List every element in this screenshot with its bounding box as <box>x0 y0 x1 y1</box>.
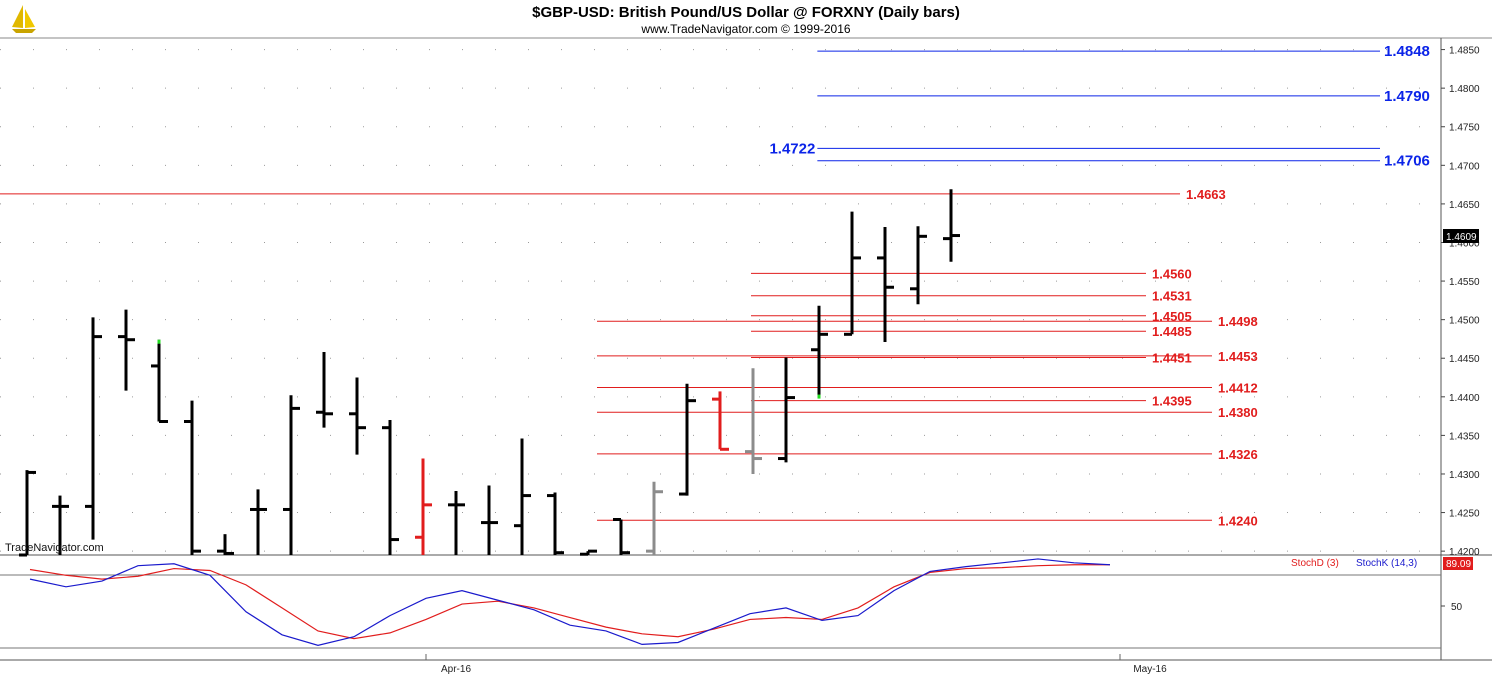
y-tick-label: 1.4300 <box>1449 470 1480 481</box>
price-axis: 1.4850 1.4800 1.4750 1.4700 1.4650 1.4600 1.45… <box>1441 46 1480 558</box>
level-label: 1.4722 <box>769 140 815 157</box>
levels-layer: 1.4848 1.4790 1.4722 1.4706 1.4663 1.4560 1.45… <box>0 43 1430 528</box>
y-tick-label: 1.4750 <box>1449 123 1480 134</box>
level-label: 1.4498 <box>1218 314 1258 329</box>
y-tick-label: 1.4800 <box>1449 84 1480 95</box>
stoch-value-tag <box>1443 557 1473 570</box>
last-price-tag <box>1443 229 1479 243</box>
x-tick-label: Apr-16 <box>441 664 471 675</box>
stoch-series-line <box>29 564 1110 640</box>
watermark: TradeNavigator.com <box>5 542 104 554</box>
header-bar <box>0 0 1492 38</box>
level-label: 1.4706 <box>1384 153 1430 170</box>
y-tick-label: 1.4200 <box>1449 547 1480 558</box>
stochastic-panel: 50 <box>29 558 1463 646</box>
level-label: 1.4395 <box>1152 394 1192 409</box>
y-tick-label: 1.4650 <box>1449 200 1480 211</box>
y-tick-label: 1.4250 <box>1449 509 1480 520</box>
signal-dot <box>817 394 821 399</box>
time-axis: Apr-16 May-16 <box>425 654 1167 675</box>
y-tick-label: 1.4550 <box>1449 277 1480 288</box>
stoch-value-label: 89.09 <box>1446 559 1471 570</box>
y-tick-label: 1.4450 <box>1449 354 1480 365</box>
level-label: 1.4790 <box>1384 88 1430 105</box>
level-label: 1.4240 <box>1218 513 1258 528</box>
stoch-series-line <box>29 558 1111 646</box>
last-price-label: 1.4609 <box>1446 232 1477 243</box>
level-label: 1.4560 <box>1152 266 1192 281</box>
level-label: 1.4848 <box>1384 43 1430 60</box>
level-label: 1.4412 <box>1218 381 1258 396</box>
price-bars <box>19 189 960 557</box>
level-label: 1.4451 <box>1152 350 1192 365</box>
grid-dots <box>0 49 1441 552</box>
y-tick-label: 1.4400 <box>1449 393 1480 404</box>
y-tick-label: 1.4700 <box>1449 161 1480 172</box>
level-label: 1.4485 <box>1152 324 1192 339</box>
y-tick-label: 1.4600 <box>1449 238 1480 249</box>
y-tick-label: 1.4500 <box>1449 316 1480 327</box>
level-label: 1.4663 <box>1186 187 1226 202</box>
chart-subtitle: www.TradeNavigator.com © 1999-2016 <box>640 22 850 36</box>
y-tick-label: 1.4350 <box>1449 431 1480 442</box>
legend-stochk: StochK (14,3) <box>1356 558 1417 569</box>
legend-stochd: StochD (3) <box>1291 558 1339 569</box>
x-tick-label: May-16 <box>1133 664 1167 675</box>
stoch-tick-label: 50 <box>1451 602 1463 613</box>
level-label: 1.4380 <box>1218 405 1258 420</box>
y-tick-label: 1.4850 <box>1449 46 1480 57</box>
signal-dot <box>157 339 161 344</box>
level-label: 1.4531 <box>1152 289 1192 304</box>
sailboat-icon <box>12 5 36 33</box>
chart-title: $GBP-USD: British Pound/US Dollar @ FORX… <box>532 4 960 21</box>
level-label: 1.4505 <box>1152 309 1192 324</box>
level-label: 1.4453 <box>1218 349 1258 364</box>
level-label: 1.4326 <box>1218 447 1258 462</box>
